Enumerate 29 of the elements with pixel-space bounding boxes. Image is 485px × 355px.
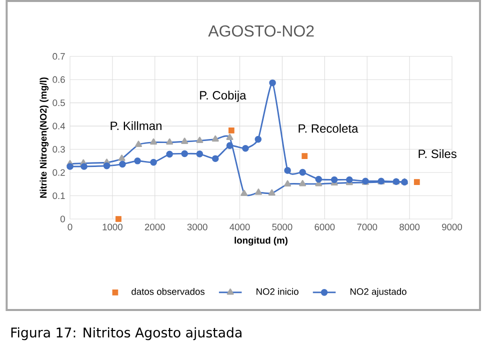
x-tick-label: 8000 <box>400 224 420 230</box>
y-tick-label: 0.3 <box>52 146 65 153</box>
legend-label: NO2 inicio <box>256 288 298 295</box>
legend-label: datos observados <box>132 288 205 295</box>
x-tick-label: 1000 <box>102 224 122 230</box>
x-axis-title: longitud (m) <box>234 236 288 246</box>
y-tick-label: 0.1 <box>52 192 65 200</box>
annotation: P. Siles <box>418 149 456 158</box>
y-tick-label: 0.2 <box>52 169 65 176</box>
y-tick-label: 0.6 <box>52 76 65 83</box>
annotation: P. Cobija <box>200 90 246 102</box>
text: Figura 17: Nitritos Agosto ajustada <box>11 327 242 340</box>
legend-label: NO2 ajustado <box>350 288 406 297</box>
y-tick-label: 0.4 <box>52 122 66 130</box>
annotation: P. Recoleta <box>298 124 358 133</box>
y-tick-label: 0.7 <box>52 53 65 60</box>
x-tick-label: 5000 <box>272 224 292 230</box>
y-tick-label: 0.5 <box>52 100 65 106</box>
y-tick-label: 0 <box>60 216 65 222</box>
x-tick-label: 4000 <box>230 224 250 230</box>
y-axis-title: Nitrite Nitrogen(NO2) (mg/l) <box>40 77 49 198</box>
x-tick-label: 6000 <box>314 224 335 230</box>
x-tick-label: 7000 <box>357 224 378 230</box>
chart-title: AGOSTO-NO2 <box>208 25 314 37</box>
annotation: P. Killman <box>110 121 162 130</box>
x-tick-label: 2000 <box>144 224 165 230</box>
x-tick-label: 9000 <box>442 224 462 230</box>
x-tick-label: 3000 <box>187 224 208 230</box>
x-tick-label: 0 <box>68 224 72 230</box>
